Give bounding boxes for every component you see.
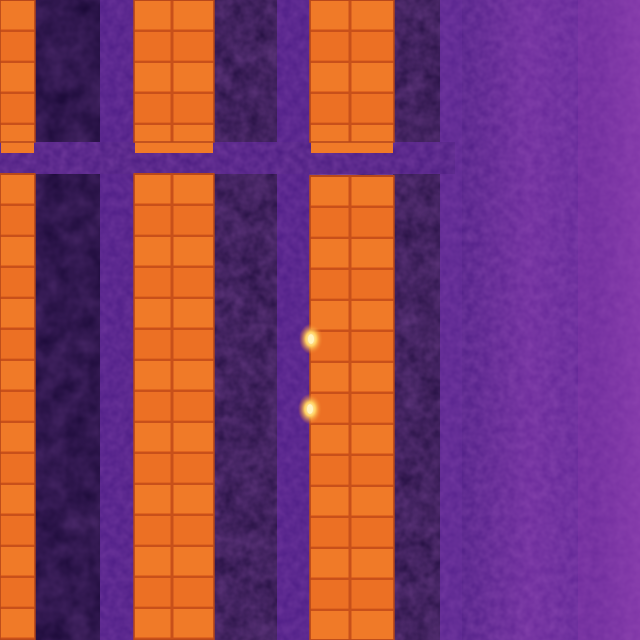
panel-cell <box>311 94 393 122</box>
panel-cell <box>1 547 34 575</box>
panel-cell <box>311 63 393 91</box>
panel-cell <box>311 363 393 391</box>
panel-cell <box>311 239 393 267</box>
panel-cell <box>1 485 34 513</box>
panel-cell <box>311 580 393 608</box>
panel-cell <box>1 516 34 544</box>
panel-cell <box>311 487 393 515</box>
panel-cell <box>311 208 393 236</box>
panel-cell <box>311 177 393 205</box>
panel-cell <box>1 175 34 203</box>
panel-cell <box>311 1 393 29</box>
panel-cell <box>135 485 213 513</box>
panel-cell <box>311 301 393 329</box>
panel-cell <box>311 125 393 153</box>
hotspot-group <box>298 323 323 425</box>
panel-cell <box>135 454 213 482</box>
hotspot-1 <box>308 334 314 344</box>
panel-cell <box>135 32 213 60</box>
panel-cell <box>311 549 393 577</box>
panel-cell <box>1 206 34 234</box>
panel-cell <box>1 361 34 389</box>
panel-cell <box>1 237 34 265</box>
panel-cell <box>135 578 213 606</box>
panel-cell <box>135 94 213 122</box>
panel-cell <box>311 394 393 422</box>
panel-cell <box>1 63 34 91</box>
panel-cell <box>1 299 34 327</box>
panel-cell <box>135 330 213 358</box>
panel-cell <box>1 94 34 122</box>
panel-cell <box>135 423 213 451</box>
panel-frame <box>0 0 36 143</box>
panel-cell <box>135 175 213 203</box>
panel-cell <box>311 32 393 60</box>
panel-cell <box>135 609 213 637</box>
panel-cell <box>135 237 213 265</box>
panel-cell <box>311 518 393 546</box>
panel-cell <box>1 32 34 60</box>
panel-cell <box>311 270 393 298</box>
panel-cell <box>311 425 393 453</box>
panel-cell <box>135 63 213 91</box>
panel-cell <box>135 268 213 296</box>
panel-frame <box>0 173 36 640</box>
panel-cell <box>1 330 34 358</box>
road-texture <box>455 0 640 640</box>
panel-cell <box>1 609 34 637</box>
panel-cell <box>1 125 34 153</box>
panel-cell <box>135 361 213 389</box>
panel-frame <box>309 0 395 143</box>
panel-cell <box>1 392 34 420</box>
panel-cell <box>1 454 34 482</box>
panel-cell <box>311 332 393 360</box>
panel-cell <box>1 578 34 606</box>
panel-cell <box>311 611 393 639</box>
panel-cell <box>135 206 213 234</box>
panel-cell <box>135 1 213 29</box>
panel-cell <box>135 392 213 420</box>
solar-panel-array <box>0 0 395 640</box>
panel-cell <box>1 268 34 296</box>
panel-cell <box>135 299 213 327</box>
panel-frame <box>133 173 215 640</box>
hotspot-2 <box>307 404 313 414</box>
panel-cell <box>311 456 393 484</box>
panel-cell <box>1 423 34 451</box>
panel-cell <box>135 516 213 544</box>
panel-frame <box>133 0 215 143</box>
panel-cell <box>135 547 213 575</box>
panel-cell <box>1 1 34 29</box>
panel-cell <box>135 125 213 153</box>
road-edge-band <box>578 0 640 640</box>
